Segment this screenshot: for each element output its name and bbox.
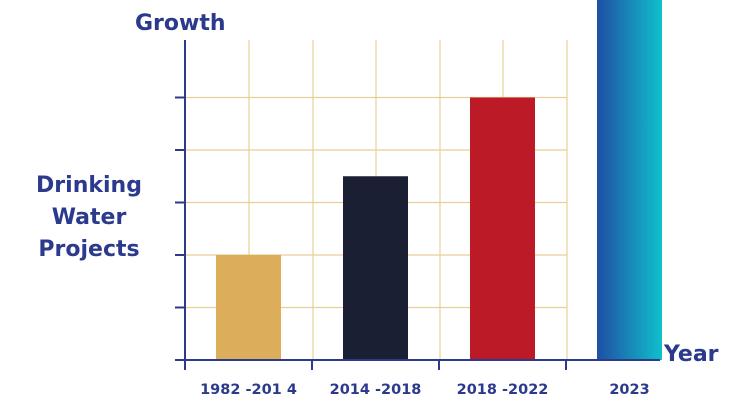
- bar-2: [343, 176, 408, 360]
- y-axis-label-line: Water: [51, 205, 127, 230]
- x-tick-labels: 1982 -201 4 2014 -2018 2018 -2022 2023: [200, 382, 650, 398]
- y-axis-label-line: Drinking: [36, 173, 142, 198]
- axis-ticks: [175, 96, 567, 370]
- x-tick-label: 2023: [609, 382, 649, 398]
- x-tick-label: 2014 -2018: [330, 382, 422, 398]
- bar-1: [216, 255, 281, 360]
- bar-4: [597, 0, 662, 360]
- x-tick-label: 2018 -2022: [457, 382, 549, 398]
- bar-3: [470, 97, 535, 360]
- y-axis-label-drinking-water-projects: Drinking Water Projects: [0, 170, 178, 266]
- y-axis-title-growth: Growth: [135, 11, 226, 36]
- bars: [216, 0, 662, 360]
- x-axis-title-year: Year: [663, 342, 719, 367]
- x-tick-label: 1982 -201 4: [200, 382, 297, 398]
- y-axis-label-line: Projects: [38, 237, 140, 262]
